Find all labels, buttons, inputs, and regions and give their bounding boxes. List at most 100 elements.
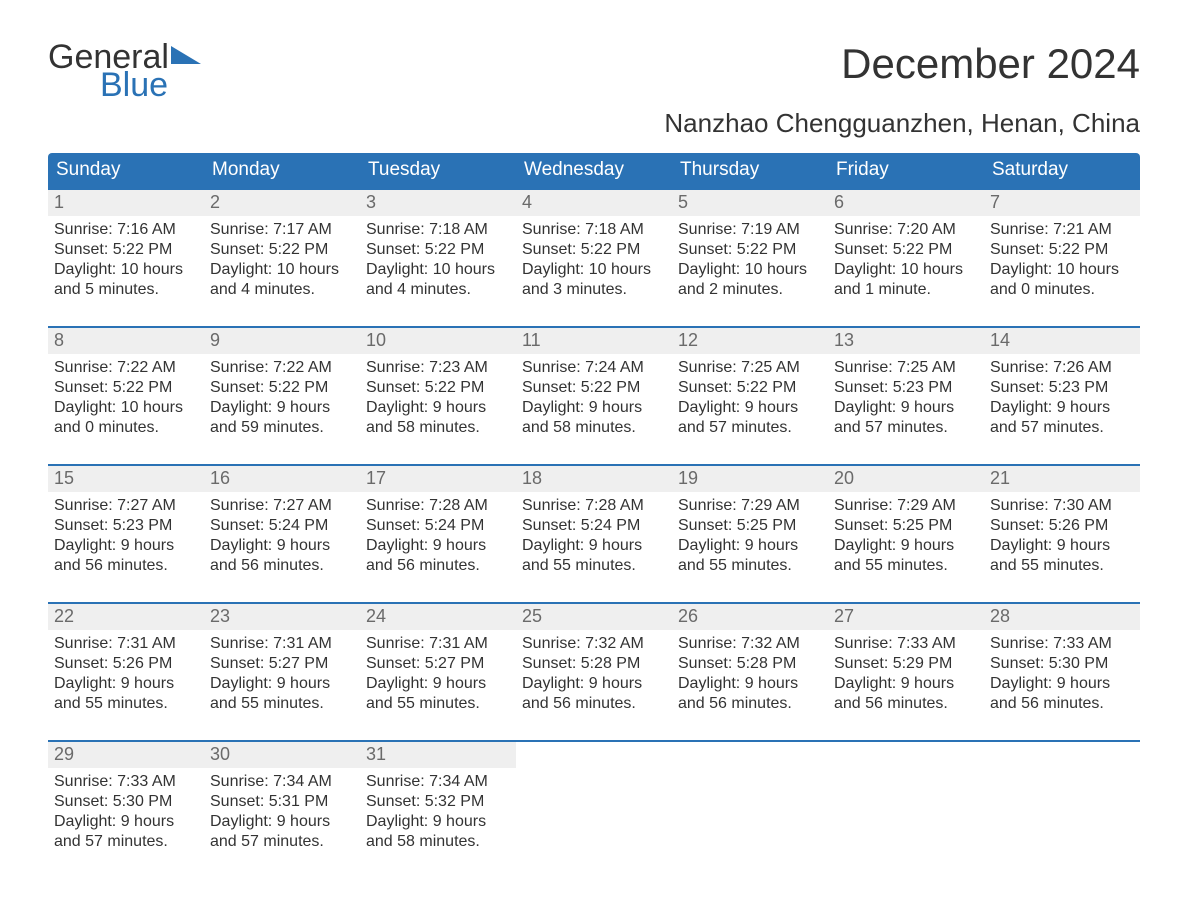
day-number: 22 — [48, 604, 204, 630]
day-sunset: Sunset: 5:28 PM — [522, 654, 666, 674]
day-sunrise: Sunrise: 7:33 AM — [834, 634, 978, 654]
day-sunset: Sunset: 5:22 PM — [54, 378, 198, 398]
day-body: Sunrise: 7:22 AMSunset: 5:22 PMDaylight:… — [48, 354, 204, 440]
day-sunset: Sunset: 5:22 PM — [366, 378, 510, 398]
day-cell: 17Sunrise: 7:28 AMSunset: 5:24 PMDayligh… — [360, 466, 516, 586]
day-sunrise: Sunrise: 7:18 AM — [522, 220, 666, 240]
day-sunset: Sunset: 5:22 PM — [366, 240, 510, 260]
day-sunset: Sunset: 5:30 PM — [54, 792, 198, 812]
day-number: 21 — [984, 466, 1140, 492]
day-cell: 25Sunrise: 7:32 AMSunset: 5:28 PMDayligh… — [516, 604, 672, 724]
day-sunrise: Sunrise: 7:20 AM — [834, 220, 978, 240]
day-cell: 1Sunrise: 7:16 AMSunset: 5:22 PMDaylight… — [48, 190, 204, 310]
day-dl2: and 55 minutes. — [834, 556, 978, 576]
day-cell — [984, 742, 1140, 862]
day-cell: 12Sunrise: 7:25 AMSunset: 5:22 PMDayligh… — [672, 328, 828, 448]
day-body: Sunrise: 7:17 AMSunset: 5:22 PMDaylight:… — [204, 216, 360, 302]
day-cell: 27Sunrise: 7:33 AMSunset: 5:29 PMDayligh… — [828, 604, 984, 724]
day-sunset: Sunset: 5:26 PM — [54, 654, 198, 674]
day-cell: 26Sunrise: 7:32 AMSunset: 5:28 PMDayligh… — [672, 604, 828, 724]
day-dl1: Daylight: 10 hours — [834, 260, 978, 280]
header: General Blue December 2024 — [48, 40, 1140, 102]
day-body: Sunrise: 7:28 AMSunset: 5:24 PMDaylight:… — [360, 492, 516, 578]
day-dl1: Daylight: 9 hours — [990, 536, 1134, 556]
day-number: 6 — [828, 190, 984, 216]
day-sunrise: Sunrise: 7:18 AM — [366, 220, 510, 240]
day-sunset: Sunset: 5:28 PM — [678, 654, 822, 674]
day-sunset: Sunset: 5:27 PM — [366, 654, 510, 674]
day-number: 18 — [516, 466, 672, 492]
day-number: 10 — [360, 328, 516, 354]
day-sunrise: Sunrise: 7:33 AM — [990, 634, 1134, 654]
day-number: 1 — [48, 190, 204, 216]
day-cell: 19Sunrise: 7:29 AMSunset: 5:25 PMDayligh… — [672, 466, 828, 586]
day-body: Sunrise: 7:23 AMSunset: 5:22 PMDaylight:… — [360, 354, 516, 440]
day-body: Sunrise: 7:33 AMSunset: 5:30 PMDaylight:… — [984, 630, 1140, 716]
day-body: Sunrise: 7:31 AMSunset: 5:26 PMDaylight:… — [48, 630, 204, 716]
day-dl2: and 2 minutes. — [678, 280, 822, 300]
day-dl1: Daylight: 9 hours — [210, 398, 354, 418]
day-number: 16 — [204, 466, 360, 492]
day-dl2: and 56 minutes. — [678, 694, 822, 714]
day-sunrise: Sunrise: 7:16 AM — [54, 220, 198, 240]
week-row: 1Sunrise: 7:16 AMSunset: 5:22 PMDaylight… — [48, 188, 1140, 310]
day-number: 17 — [360, 466, 516, 492]
day-number: 4 — [516, 190, 672, 216]
day-dl2: and 58 minutes. — [366, 418, 510, 438]
day-dl2: and 56 minutes. — [990, 694, 1134, 714]
day-sunrise: Sunrise: 7:25 AM — [834, 358, 978, 378]
day-number: 30 — [204, 742, 360, 768]
day-dl2: and 57 minutes. — [54, 832, 198, 852]
day-body: Sunrise: 7:27 AMSunset: 5:23 PMDaylight:… — [48, 492, 204, 578]
day-body: Sunrise: 7:18 AMSunset: 5:22 PMDaylight:… — [516, 216, 672, 302]
day-dl1: Daylight: 9 hours — [54, 536, 198, 556]
day-dl2: and 57 minutes. — [678, 418, 822, 438]
day-dl2: and 58 minutes. — [522, 418, 666, 438]
day-sunset: Sunset: 5:32 PM — [366, 792, 510, 812]
day-dl2: and 55 minutes. — [990, 556, 1134, 576]
day-sunrise: Sunrise: 7:31 AM — [366, 634, 510, 654]
day-dl2: and 4 minutes. — [366, 280, 510, 300]
weekday-header: Saturday — [984, 153, 1140, 188]
day-sunset: Sunset: 5:25 PM — [834, 516, 978, 536]
day-dl1: Daylight: 10 hours — [366, 260, 510, 280]
day-sunrise: Sunrise: 7:34 AM — [210, 772, 354, 792]
day-body: Sunrise: 7:25 AMSunset: 5:22 PMDaylight:… — [672, 354, 828, 440]
day-body: Sunrise: 7:34 AMSunset: 5:32 PMDaylight:… — [360, 768, 516, 854]
week-row: 29Sunrise: 7:33 AMSunset: 5:30 PMDayligh… — [48, 740, 1140, 862]
day-dl2: and 58 minutes. — [366, 832, 510, 852]
day-body: Sunrise: 7:19 AMSunset: 5:22 PMDaylight:… — [672, 216, 828, 302]
day-dl2: and 59 minutes. — [210, 418, 354, 438]
day-sunset: Sunset: 5:22 PM — [210, 240, 354, 260]
day-cell: 9Sunrise: 7:22 AMSunset: 5:22 PMDaylight… — [204, 328, 360, 448]
day-dl1: Daylight: 9 hours — [366, 674, 510, 694]
day-dl2: and 4 minutes. — [210, 280, 354, 300]
day-sunrise: Sunrise: 7:23 AM — [366, 358, 510, 378]
day-dl1: Daylight: 10 hours — [54, 260, 198, 280]
day-cell: 22Sunrise: 7:31 AMSunset: 5:26 PMDayligh… — [48, 604, 204, 724]
day-number: 9 — [204, 328, 360, 354]
day-dl1: Daylight: 9 hours — [990, 674, 1134, 694]
day-cell: 5Sunrise: 7:19 AMSunset: 5:22 PMDaylight… — [672, 190, 828, 310]
day-body: Sunrise: 7:31 AMSunset: 5:27 PMDaylight:… — [204, 630, 360, 716]
day-body: Sunrise: 7:24 AMSunset: 5:22 PMDaylight:… — [516, 354, 672, 440]
day-number: 11 — [516, 328, 672, 354]
weekday-header-row: SundayMondayTuesdayWednesdayThursdayFrid… — [48, 153, 1140, 188]
day-cell: 7Sunrise: 7:21 AMSunset: 5:22 PMDaylight… — [984, 190, 1140, 310]
day-dl1: Daylight: 9 hours — [834, 536, 978, 556]
day-dl1: Daylight: 9 hours — [522, 536, 666, 556]
day-dl2: and 56 minutes. — [834, 694, 978, 714]
day-dl2: and 55 minutes. — [678, 556, 822, 576]
day-number: 24 — [360, 604, 516, 630]
day-number: 5 — [672, 190, 828, 216]
day-cell: 29Sunrise: 7:33 AMSunset: 5:30 PMDayligh… — [48, 742, 204, 862]
day-dl2: and 56 minutes. — [54, 556, 198, 576]
day-sunrise: Sunrise: 7:29 AM — [678, 496, 822, 516]
day-dl1: Daylight: 9 hours — [990, 398, 1134, 418]
day-dl1: Daylight: 9 hours — [210, 812, 354, 832]
weekday-header: Tuesday — [360, 153, 516, 188]
day-number: 28 — [984, 604, 1140, 630]
day-dl1: Daylight: 9 hours — [678, 536, 822, 556]
day-sunset: Sunset: 5:26 PM — [990, 516, 1134, 536]
day-dl2: and 57 minutes. — [210, 832, 354, 852]
